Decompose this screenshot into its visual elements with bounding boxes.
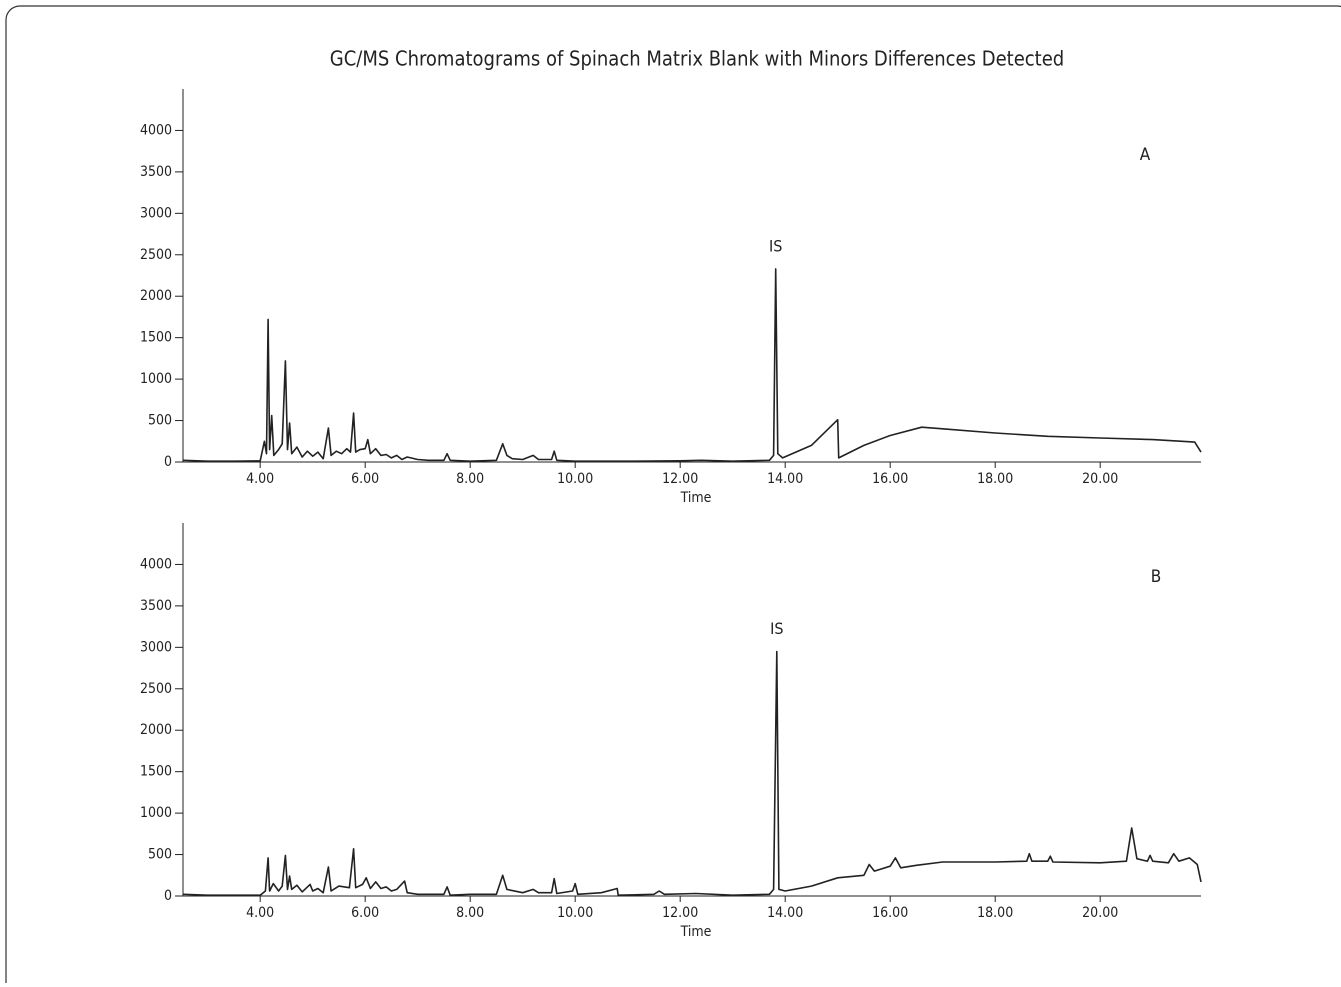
y-tick-label: 4000 [140,556,172,572]
y-tick-label: 0 [164,454,172,470]
x-tick-label: 20.00 [1082,905,1118,921]
trace [182,650,1202,896]
y-tick-label: 3000 [140,639,172,655]
x-axis-label: Time [680,490,712,506]
x-axis-label: Time [680,924,712,940]
y-tick-label: 2500 [140,247,172,263]
y-tick-label: 2000 [140,722,172,738]
x-tick-label: 4.00 [246,471,274,487]
frame [5,5,1341,987]
x-tick-label: 8.00 [456,905,484,921]
y-tick-label: 1500 [140,764,172,780]
x-tick-label: 18.00 [977,471,1013,487]
y-tick-label: 0 [164,888,172,904]
y-tick-label: 3500 [140,164,172,180]
x-tick-label: 4.00 [246,905,274,921]
trace [182,268,1202,462]
panel-label: A [1140,145,1151,165]
y-tick-label: 3000 [140,205,172,221]
x-tick-label: 12.00 [662,905,698,921]
x-tick-label: 10.00 [557,905,593,921]
x-tick-label: 8.00 [456,471,484,487]
y-tick-label: 3500 [140,598,172,614]
y-tick-label: 1000 [140,805,172,821]
x-tick-label: 6.00 [351,471,379,487]
y-tick-label: 2500 [140,681,172,697]
chart-title: GC/MS Chromatograms of Spinach Matrix Bl… [330,47,1064,71]
x-tick-label: 6.00 [351,905,379,921]
y-tick-label: 4000 [140,122,172,138]
y-tick-label: 1500 [140,330,172,346]
y-tick-label: 2000 [140,288,172,304]
x-tick-label: 18.00 [977,905,1013,921]
x-tick-label: 10.00 [557,471,593,487]
x-tick-label: 16.00 [872,471,908,487]
peak-annotation: IS [769,236,782,255]
x-tick-label: 14.00 [767,471,803,487]
x-tick-label: 20.00 [1082,471,1118,487]
y-tick-label: 1000 [140,371,172,387]
x-tick-label: 16.00 [872,905,908,921]
peak-annotation: IS [770,619,783,638]
x-tick-label: 12.00 [662,471,698,487]
panel-label: B [1151,567,1162,587]
y-tick-label: 500 [148,413,172,429]
y-tick-label: 500 [148,847,172,863]
x-tick-label: 14.00 [767,905,803,921]
